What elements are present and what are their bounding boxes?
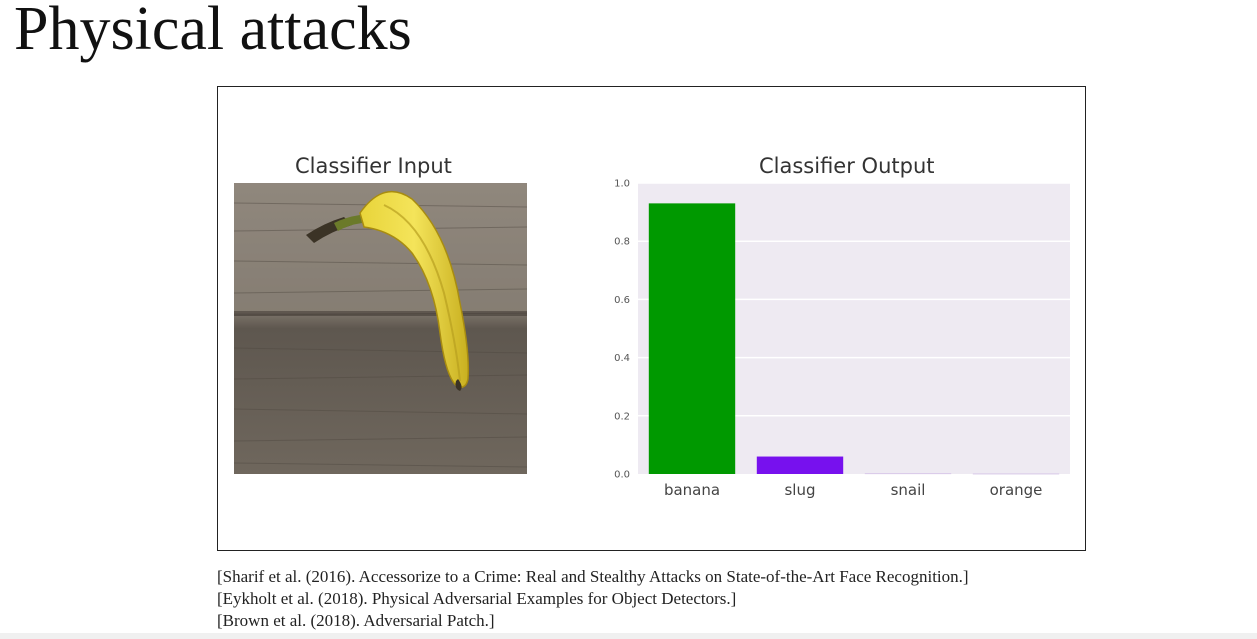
x-tick-label: slug (784, 481, 815, 499)
output-panel-title: Classifier Output (759, 154, 935, 178)
y-tick-label: 0.8 (614, 237, 630, 248)
y-tick-label: 0.0 (614, 470, 630, 481)
figure-frame: Classifier Input (217, 86, 1086, 551)
banana-photo (234, 183, 527, 474)
references: [Sharif et al. (2016). Accessorize to a … (217, 566, 969, 632)
classifier-output-chart: 0.0 0.2 0.4 0.6 0.8 1.0 banana slug snail orange (614, 179, 1070, 499)
slide-title: Physical attacks (14, 0, 412, 63)
input-panel-title: Classifier Input (295, 154, 452, 178)
bar-snail (864, 473, 952, 475)
x-tick-label: snail (891, 481, 926, 499)
y-tick-label: 0.4 (614, 353, 630, 364)
bar-orange (972, 473, 1060, 475)
x-tick-label: banana (664, 481, 720, 499)
y-tick-label: 0.2 (614, 411, 630, 422)
bottom-bar (0, 633, 1257, 639)
reference-3: [Brown et al. (2018). Adversarial Patch.… (217, 611, 495, 630)
y-tick-label: 0.6 (614, 295, 630, 306)
bar-slug (756, 456, 844, 474)
reference-1: [Sharif et al. (2016). Accessorize to a … (217, 567, 969, 586)
reference-2: [Eykholt et al. (2018). Physical Adversa… (217, 589, 737, 608)
x-tick-label: orange (990, 481, 1043, 499)
bar-banana (648, 203, 736, 474)
y-tick-label: 1.0 (614, 179, 630, 190)
